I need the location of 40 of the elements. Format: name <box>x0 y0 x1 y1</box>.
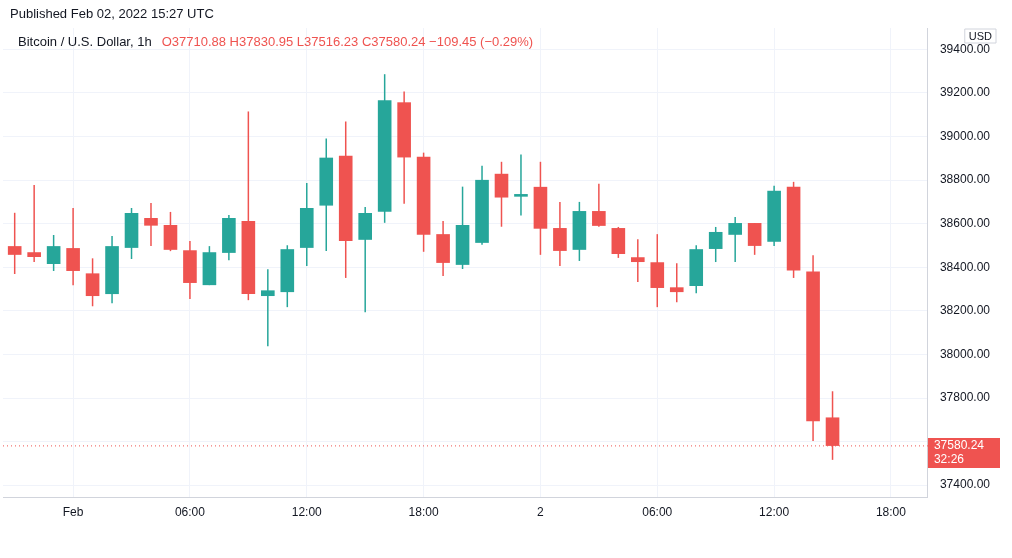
y-tick-label: 38200.00 <box>939 303 991 318</box>
candlestick <box>747 222 762 256</box>
candlestick <box>144 202 158 247</box>
candlestick <box>708 226 723 263</box>
x-tick-label: 12:00 <box>291 505 323 520</box>
y-tick-label: 39400.00 <box>939 41 991 56</box>
candlestick <box>7 212 22 275</box>
y-tick-label: 38600.00 <box>939 216 991 230</box>
candlestick <box>27 184 41 263</box>
y-tick-label: 37800.00 <box>939 390 991 405</box>
candlestick <box>85 257 100 308</box>
x-tick-label: 18:00 <box>875 505 907 520</box>
x-tick-label: 2 <box>537 505 545 520</box>
ref-line-label: 37580.24 <box>933 438 985 453</box>
y-tick-label: 39200.00 <box>939 85 991 100</box>
x-tick-label: 12:00 <box>759 505 790 520</box>
x-tick-label: Feb <box>62 505 84 520</box>
y-tick-label: 38800.00 <box>939 172 991 187</box>
candlestick <box>514 153 528 217</box>
candlestick <box>261 268 275 348</box>
text: Bitcoin / U.S. Dollar, 1h <box>18 34 152 49</box>
x-tick-label: 06:00 <box>642 505 673 520</box>
candlestick <box>494 161 509 228</box>
candlestick <box>728 216 742 263</box>
candlestick <box>592 183 606 228</box>
y-tick-label: 38000.00 <box>939 346 991 361</box>
y-tick-label: 38400.00 <box>939 259 991 274</box>
candlestick <box>66 207 80 286</box>
candlestick <box>46 234 61 272</box>
text: O37710.88 H37830.95 L37516.23 C37580.24 −109.45 (−0.29%) <box>161 34 534 49</box>
candlestick <box>630 238 645 283</box>
candlestick <box>553 201 567 267</box>
text: 32:26 <box>933 452 965 467</box>
y-tick-label: 39000.00 <box>939 128 991 143</box>
y-tick-label: 37400.00 <box>939 477 991 492</box>
x-tick-label: 18:00 <box>408 505 439 520</box>
x-tick-label: 06:00 <box>174 505 206 520</box>
candlestick <box>669 262 684 303</box>
text: Published Feb 02, 2022 15:27 UTC <box>10 6 214 21</box>
y-axis-title: USD <box>968 29 993 42</box>
